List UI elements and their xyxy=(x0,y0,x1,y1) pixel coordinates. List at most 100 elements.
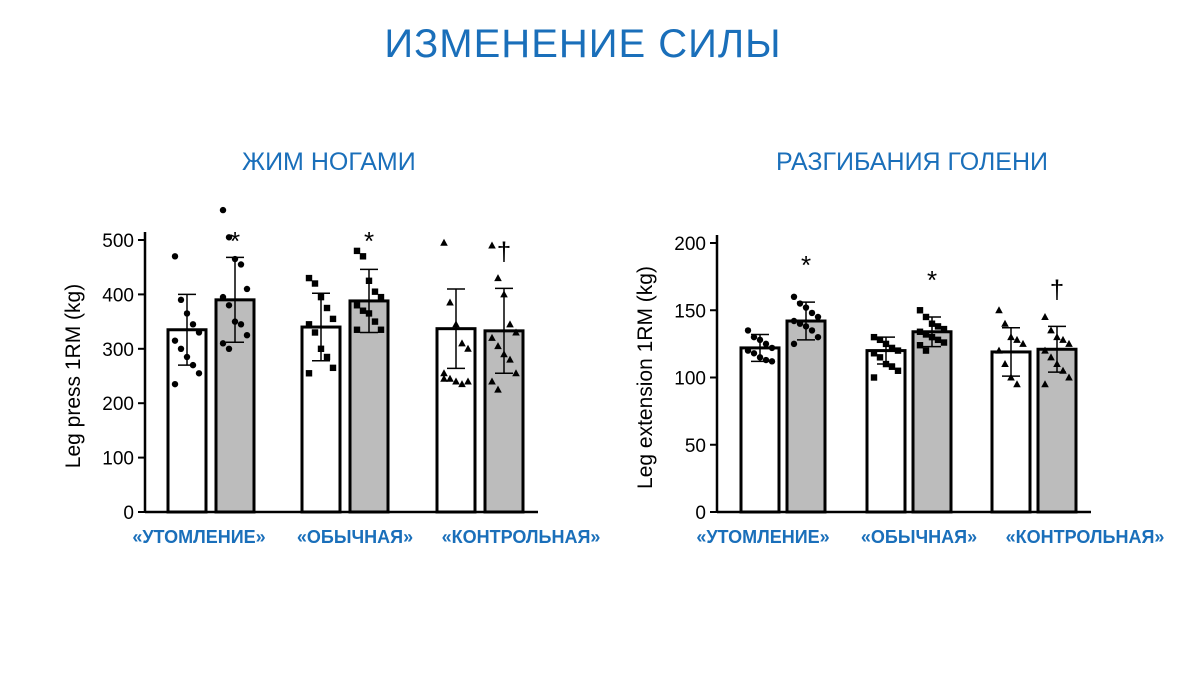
leg-extension-y-tick-label: 50 xyxy=(685,436,706,457)
leg-extension-data-point xyxy=(940,339,948,346)
leg-extension-data-point xyxy=(1053,360,1061,368)
leg-press-data-point xyxy=(377,293,385,301)
leg-extension-data-point xyxy=(1013,380,1021,388)
leg-press-data-point xyxy=(305,370,313,377)
leg-extension-data-point xyxy=(1053,333,1061,341)
leg-extension-data-point xyxy=(928,333,936,341)
leg-press-data-point xyxy=(494,274,502,282)
leg-press-data-point xyxy=(458,339,466,347)
leg-press-group-label-control: «КОНТРОЛЬНАЯ» xyxy=(441,527,601,547)
leg-extension-significance-normal: * xyxy=(927,265,937,295)
leg-press-data-point xyxy=(377,326,385,333)
leg-extension-data-point xyxy=(1001,360,1009,368)
leg-extension-data-point xyxy=(790,340,798,348)
leg-press-y-tick-label: 400 xyxy=(102,285,134,306)
leg-press-data-point xyxy=(329,364,337,372)
leg-press-data-point xyxy=(512,369,520,377)
leg-press-data-point xyxy=(317,345,325,352)
leg-extension-y-axis-title: Leg extension 1RM (kg) xyxy=(634,266,657,489)
leg-extension-data-point xyxy=(1019,339,1027,347)
leg-extension-data-point xyxy=(750,333,758,341)
leg-press-data-point xyxy=(371,318,379,325)
leg-press-data-point xyxy=(329,315,337,323)
leg-press-data-point xyxy=(231,318,239,325)
leg-press-data-point xyxy=(446,374,454,382)
leg-press-data-point xyxy=(231,255,239,263)
leg-extension-group-label-control: «КОНТРОЛЬНАЯ» xyxy=(1005,527,1165,547)
leg-extension-data-point xyxy=(916,328,924,335)
leg-extension-data-point xyxy=(916,342,924,349)
leg-press-data-point xyxy=(183,353,191,361)
leg-press-group-label-normal: «ОБЫЧНАЯ» xyxy=(296,527,414,547)
leg-press-data-point xyxy=(500,290,508,298)
leg-extension-data-point xyxy=(928,320,936,327)
leg-extension-data-point xyxy=(888,363,896,370)
leg-extension-bar-control-post xyxy=(1036,347,1078,514)
leg-extension-data-point xyxy=(802,323,810,330)
leg-press-data-point xyxy=(323,304,331,312)
leg-extension-data-point xyxy=(1047,353,1055,361)
leg-press-significance-fatigue: * xyxy=(230,226,240,256)
leg-press-data-point xyxy=(225,234,233,241)
leg-press-data-point xyxy=(506,320,514,328)
leg-press-data-point xyxy=(237,321,245,328)
leg-extension-data-point xyxy=(882,360,890,368)
leg-extension-data-point xyxy=(922,347,930,354)
leg-extension-data-point xyxy=(768,344,776,352)
leg-extension-data-point xyxy=(934,336,942,344)
leg-press-group-label-fatigue: «УТОМЛЕНИЕ» xyxy=(132,527,266,547)
leg-extension-data-point xyxy=(870,333,878,341)
leg-press-chart-title: ЖИМ НОГАМИ xyxy=(242,148,416,176)
leg-press-data-point xyxy=(171,253,179,260)
leg-press-data-point xyxy=(488,241,496,249)
leg-press-y-tick-label: 0 xyxy=(123,503,134,524)
leg-extension-data-point xyxy=(756,354,764,361)
leg-press-data-point xyxy=(237,261,245,268)
leg-press-data-point xyxy=(225,302,233,309)
leg-extension-data-point xyxy=(1065,373,1073,381)
leg-extension-data-point xyxy=(1041,380,1049,388)
leg-press-data-point xyxy=(189,361,197,369)
leg-extension-bar-normal-post xyxy=(911,330,953,514)
leg-extension-data-point xyxy=(744,327,752,334)
leg-extension-data-point xyxy=(790,317,798,325)
leg-extension-data-point xyxy=(796,320,804,327)
leg-extension-data-point xyxy=(882,340,890,348)
leg-press-data-point xyxy=(446,298,454,306)
leg-press-data-point xyxy=(219,206,227,214)
leg-extension-data-point xyxy=(888,344,896,352)
leg-press-data-point xyxy=(488,377,496,385)
leg-press-y-axis-title: Leg press 1RM (kg) xyxy=(62,284,85,468)
leg-extension-data-point xyxy=(750,350,758,357)
leg-press-data-point xyxy=(452,377,460,385)
leg-extension-data-point xyxy=(744,347,752,354)
leg-extension-data-point xyxy=(802,304,810,311)
leg-press-data-point xyxy=(440,369,448,377)
leg-press-y-tick-label: 200 xyxy=(102,394,134,415)
leg-press-data-point xyxy=(177,296,185,304)
leg-press-data-point xyxy=(494,342,502,350)
leg-press-data-point xyxy=(243,285,251,293)
leg-extension-data-point xyxy=(790,293,798,300)
leg-press-data-point xyxy=(506,355,514,363)
leg-extension-bar-normal-pre xyxy=(865,349,907,514)
leg-press-data-point xyxy=(353,326,361,333)
leg-extension-data-point xyxy=(934,323,942,330)
leg-press-data-point xyxy=(225,345,233,352)
leg-press-data-point xyxy=(195,329,203,336)
leg-extension-y-tick-label: 100 xyxy=(674,369,706,390)
leg-press-data-point xyxy=(311,280,319,287)
leg-press-data-point xyxy=(464,377,472,385)
leg-press-data-point xyxy=(359,253,367,260)
leg-press-data-point xyxy=(171,380,179,388)
leg-press-data-point xyxy=(195,370,203,377)
leg-extension-chart-title: РАЗГИБАНИЯ ГОЛЕНИ xyxy=(776,148,1048,176)
leg-extension-data-point xyxy=(1013,335,1021,343)
leg-extension-data-point xyxy=(756,336,764,344)
leg-press-data-point xyxy=(189,321,197,328)
leg-extension-data-point xyxy=(894,367,902,374)
leg-extension-group-label-normal: «ОБЫЧНАЯ» xyxy=(860,527,978,547)
leg-press-data-point xyxy=(359,307,367,314)
leg-press-y-tick-label: 500 xyxy=(102,231,134,252)
